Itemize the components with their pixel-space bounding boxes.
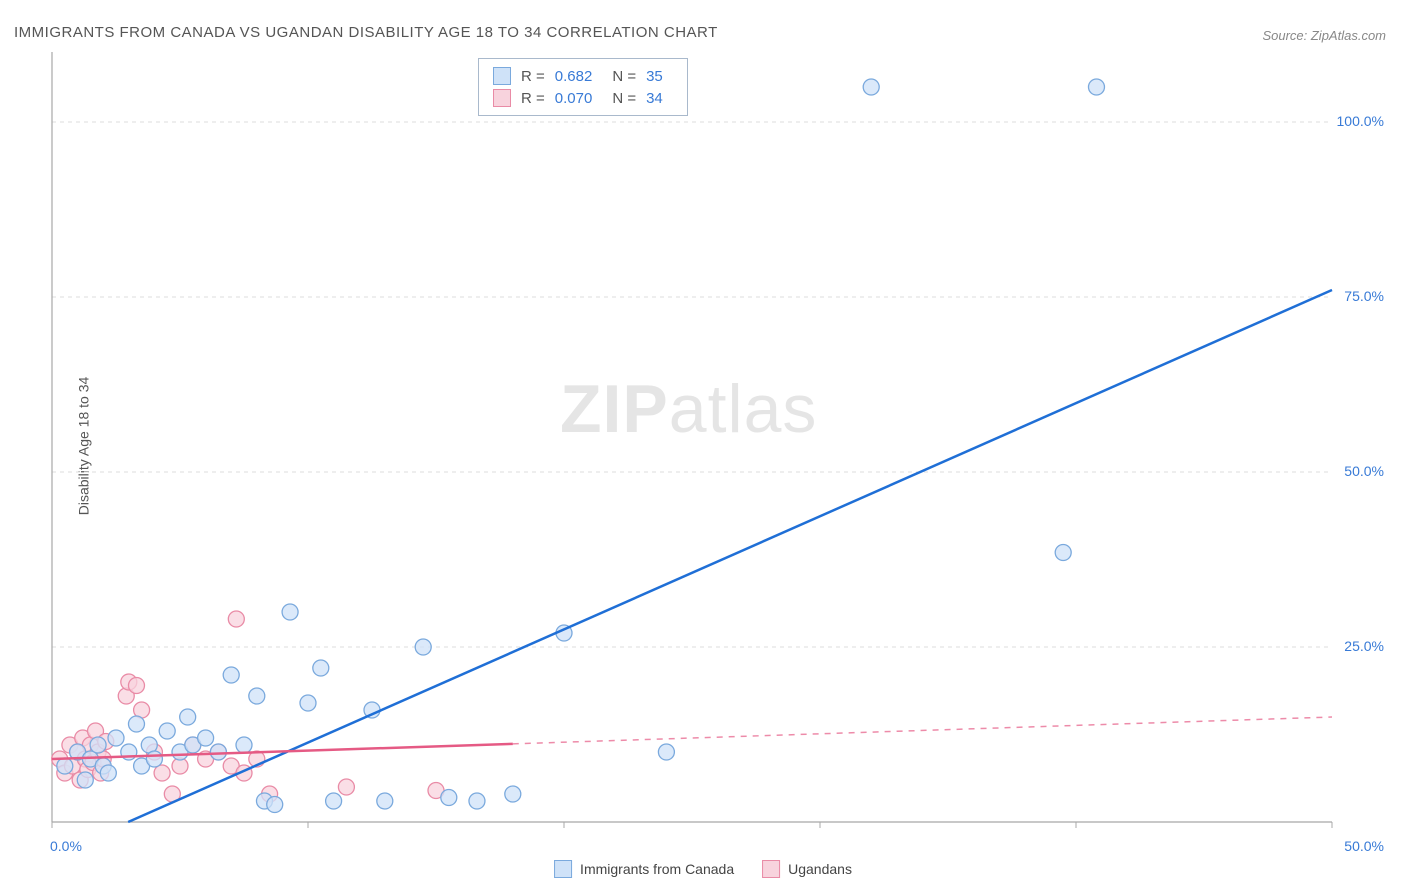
r-value: 0.682 xyxy=(555,68,593,85)
stats-legend-row: R = 0.070 N = 34 xyxy=(493,87,673,109)
stats-legend-row: R = 0.682 N = 35 xyxy=(493,65,673,87)
stats-legend: R = 0.682 N = 35 R = 0.070 N = 34 xyxy=(478,58,688,116)
n-value: 35 xyxy=(646,68,663,85)
legend-swatch xyxy=(554,860,572,878)
series-legend-item: Immigrants from Canada xyxy=(554,860,734,878)
series-legend: Immigrants from Canada Ugandans xyxy=(554,860,852,878)
n-label: N = xyxy=(612,68,636,85)
x-tick-label: 50.0% xyxy=(1344,838,1384,854)
source-label: Source: ZipAtlas.com xyxy=(1262,28,1386,43)
series-legend-label: Immigrants from Canada xyxy=(580,861,734,877)
x-tick-label: 0.0% xyxy=(50,838,82,854)
y-tick-label: 50.0% xyxy=(1344,463,1384,479)
y-tick-label: 75.0% xyxy=(1344,288,1384,304)
chart-title: IMMIGRANTS FROM CANADA VS UGANDAN DISABI… xyxy=(14,24,718,41)
y-tick-label: 25.0% xyxy=(1344,638,1384,654)
legend-swatch xyxy=(493,67,511,85)
series-legend-item: Ugandans xyxy=(762,860,852,878)
n-label: N = xyxy=(612,90,636,107)
series-legend-label: Ugandans xyxy=(788,861,852,877)
r-label: R = xyxy=(521,68,545,85)
correlation-chart xyxy=(48,48,1388,858)
r-value: 0.070 xyxy=(555,90,593,107)
legend-swatch xyxy=(493,89,511,107)
legend-swatch xyxy=(762,860,780,878)
r-label: R = xyxy=(521,90,545,107)
y-tick-label: 100.0% xyxy=(1337,113,1384,129)
n-value: 34 xyxy=(646,90,663,107)
